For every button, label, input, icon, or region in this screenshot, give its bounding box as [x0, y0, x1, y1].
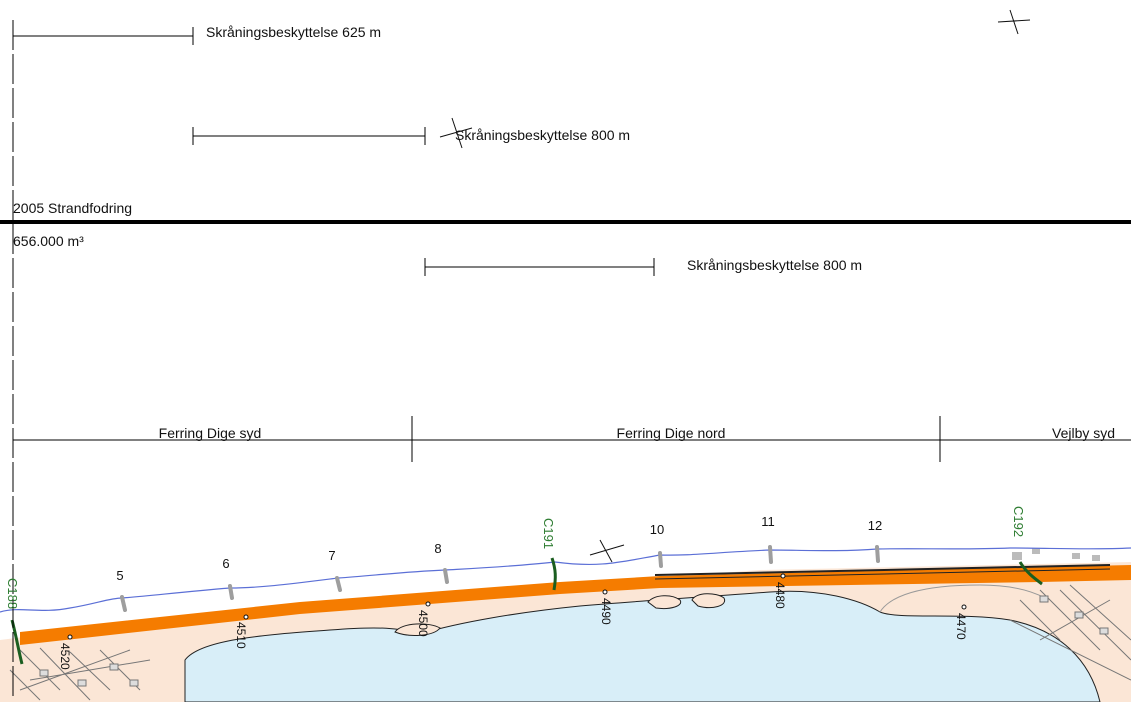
groyne-7 [335, 576, 342, 592]
marker-label-c188: C188 [5, 578, 20, 609]
protection-label-800-a: Skråningsbeskyttelse 800 m [455, 127, 630, 143]
inland-lake-small-3 [394, 623, 441, 636]
shoreline [0, 547, 1131, 613]
protection-label-625: Skråningsbeskyttelse 625 m [206, 24, 381, 40]
cross-icon [589, 539, 625, 563]
groyne-11 [768, 545, 773, 564]
groyne-label-5: 5 [116, 568, 123, 583]
inland-lake-small-2 [691, 593, 726, 609]
chainage-label-4520: 4520 [58, 643, 72, 670]
nourishment-volume: 656.000 m³ [13, 233, 84, 249]
groyne-10 [658, 551, 663, 568]
cross-symbols [439, 9, 1031, 563]
chainage-label-4490: 4490 [599, 598, 613, 625]
groyne-label-7: 7 [328, 548, 335, 563]
chainage-label-4500: 4500 [416, 610, 430, 637]
marker-label-c191: C191 [541, 518, 556, 549]
groyne-label-12: 12 [868, 518, 882, 533]
dike-line-2 [654, 568, 1111, 580]
nourishment-title: 2005 Strandfodring [13, 200, 132, 216]
lake [184, 590, 1101, 702]
groyne-5 [120, 595, 127, 612]
annotation-lines [0, 20, 1131, 700]
marker-label-c192: C192 [1011, 506, 1026, 537]
groyne-label-11: 11 [761, 514, 775, 529]
protection-label-800-b: Skråningsbeskyttelse 800 m [687, 257, 862, 273]
bay-outline [879, 584, 1046, 613]
groyne-label-8: 8 [434, 541, 441, 556]
cross-icon [997, 9, 1031, 35]
chainage-label-4470: 4470 [954, 613, 968, 640]
chainage-dots [67, 573, 967, 640]
groyne-12 [875, 545, 880, 563]
section-label-ferring-syd: Ferring Dige syd [159, 425, 262, 441]
marker-c192 [1018, 561, 1043, 586]
chainage-label-4480: 4480 [773, 582, 787, 609]
chainage-label-4510: 4510 [234, 622, 248, 649]
groynes [120, 545, 880, 612]
section-label-vejlby-syd: Vejlby syd [1052, 425, 1115, 441]
inland-lake-small-1 [647, 595, 682, 609]
dike-line [654, 564, 1111, 576]
nourishment-band [20, 565, 1131, 645]
cross-icon [439, 117, 473, 149]
groyne-label-6: 6 [222, 556, 229, 571]
groyne-6 [228, 584, 234, 600]
groyne-label-10: 10 [650, 522, 664, 537]
groyne-8 [443, 568, 449, 584]
marker-c191 [550, 557, 557, 591]
section-label-ferring-nord: Ferring Dige nord [617, 425, 726, 441]
town-right [1009, 548, 1131, 681]
town-left [9, 647, 151, 701]
